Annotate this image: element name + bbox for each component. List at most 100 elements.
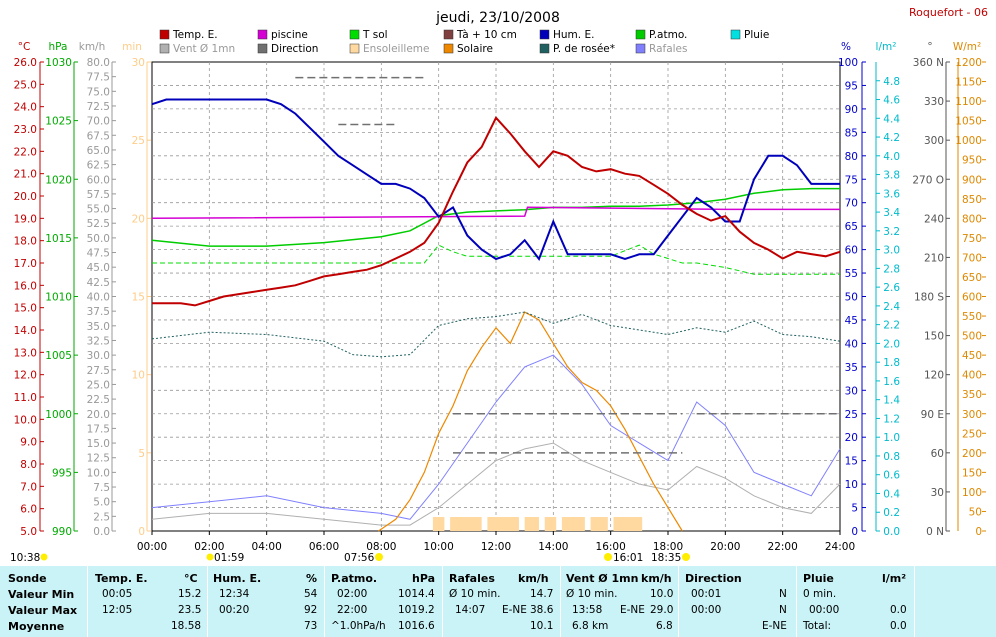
- hum-mean-value: 73: [304, 620, 318, 632]
- sunshine-bar: [450, 517, 482, 531]
- tick-label: 0.2: [883, 507, 900, 519]
- tick-label: 37.5: [87, 306, 110, 318]
- tick-label: 990: [52, 526, 72, 538]
- legend-label: Rafales: [649, 43, 687, 55]
- tick-label: 1200: [955, 57, 982, 69]
- legend-label: Ensoleilleme: [363, 43, 429, 55]
- tick-label: 6.0: [20, 504, 37, 516]
- tick-label: 11.0: [14, 392, 37, 404]
- gust-mean-value: 10.1: [530, 620, 554, 632]
- press-min-value: 1014.4: [398, 588, 435, 600]
- tick-label: 7.5: [93, 482, 110, 494]
- tick-label: 8.0: [20, 459, 37, 471]
- x-tick-label: 16:00: [596, 541, 626, 553]
- temp-max-value: 23.5: [178, 604, 202, 616]
- tick-label: 7.0: [20, 481, 37, 493]
- tick-label: 240: [924, 213, 944, 225]
- tick-label: 80.0: [87, 57, 110, 69]
- series-pool: [151, 206, 840, 220]
- tick-label: 3.2: [883, 226, 900, 238]
- tick-label: 12.5: [87, 453, 110, 465]
- tick-label: 42.5: [87, 277, 110, 289]
- x-tick-label: 20:00: [710, 541, 740, 553]
- sun-icon: [604, 553, 612, 561]
- tick-label: 60: [845, 245, 858, 257]
- tick-label: 1025: [45, 116, 72, 128]
- tick-label: 77.5: [87, 72, 110, 84]
- tick-label: 20.0: [87, 409, 110, 421]
- row-label-mean: Moyenne: [8, 620, 65, 633]
- tick-label: 75: [845, 174, 858, 186]
- legend-label: Solaire: [457, 43, 493, 55]
- tick-label: 750: [962, 233, 982, 245]
- tick-label: 550: [962, 311, 982, 323]
- tick-label: 350: [962, 389, 982, 401]
- tick-label: 62.5: [87, 160, 110, 172]
- chart-legend: Temp. E. piscine T sol Tà + 10 cm Hum. E. P.a…: [159, 29, 769, 55]
- stats-header: Pluie: [803, 572, 834, 585]
- tick-label: 1.6: [883, 376, 900, 388]
- tick-label: 67.5: [87, 130, 110, 142]
- tick-label: 1.2: [883, 413, 900, 425]
- x-tick-label: 12:00: [481, 541, 511, 553]
- tick-label: 0.4: [883, 488, 900, 500]
- tick-label: 4.4: [883, 113, 900, 125]
- moonset-time: 01:59: [214, 552, 244, 564]
- tick-label: 1015: [45, 233, 72, 245]
- tick-label: 10.0: [14, 414, 37, 426]
- tick-label: 5.0: [93, 497, 110, 509]
- legend-swatch: [635, 29, 646, 40]
- series-humidity: [151, 98, 840, 262]
- station-name: Roquefort - 06: [909, 6, 988, 19]
- tick-label: 150: [962, 467, 982, 479]
- dir-max-time: 00:00: [691, 604, 722, 616]
- temp-mean-value: 18.58: [171, 620, 202, 632]
- wind-min-label: Ø 10 min.: [566, 588, 618, 600]
- tick-label: 0: [975, 526, 982, 538]
- tick-label: 50.0: [87, 233, 110, 245]
- legend-label: P.atmo.: [649, 29, 687, 41]
- tick-label: 25.0: [14, 79, 37, 91]
- tick-label: 27.5: [87, 365, 110, 377]
- tick-label: 360 N: [913, 57, 944, 69]
- tick-label: 4.2: [883, 132, 900, 144]
- tick-label: 20.0: [14, 191, 37, 203]
- x-tick-label: 14:00: [538, 541, 568, 553]
- rain-max-value: 0.0: [890, 604, 907, 616]
- sunshine-bar: [544, 517, 557, 531]
- series-soil-temp: [152, 244, 840, 275]
- sol-axis-unit: W/m²: [953, 41, 981, 53]
- tick-label: 45.0: [87, 262, 110, 274]
- legend-label: Temp. E.: [172, 29, 218, 41]
- tick-label: 26.0: [14, 57, 37, 69]
- tick-label: 0.0: [93, 526, 110, 538]
- stats-header: km/h: [518, 572, 549, 585]
- x-tick-label: 24:00: [825, 541, 855, 553]
- legend-swatch: [443, 43, 454, 54]
- tick-label: 300: [924, 135, 944, 147]
- x-tick-label: 18:00: [653, 541, 683, 553]
- tick-label: 35: [845, 362, 858, 374]
- tick-label: 15.0: [87, 438, 110, 450]
- moon-icon: [40, 553, 48, 561]
- tick-label: 30: [931, 487, 944, 499]
- tick-label: 800: [962, 213, 982, 225]
- tick-label: 10: [132, 370, 145, 382]
- stats-header: %: [306, 572, 318, 585]
- temp-min-value: 15.2: [178, 588, 202, 600]
- tick-label: 60.0: [87, 174, 110, 186]
- tick-label: 950: [962, 155, 982, 167]
- tick-label: 180 S: [914, 292, 944, 304]
- series-gusts: [151, 354, 841, 520]
- stats-header: Sonde: [8, 572, 47, 585]
- tick-label: 5: [851, 503, 858, 515]
- stats-header: Temp. E.: [95, 572, 148, 585]
- tick-label: 50: [845, 292, 858, 304]
- tick-label: 13.0: [14, 347, 37, 359]
- tick-label: 250: [962, 428, 982, 440]
- moon-icon: [206, 553, 214, 561]
- tick-label: 10.0: [87, 467, 110, 479]
- tick-label: 1.4: [883, 395, 900, 407]
- gust-min-value: 14.7: [530, 588, 554, 600]
- tick-label: 40: [845, 338, 858, 350]
